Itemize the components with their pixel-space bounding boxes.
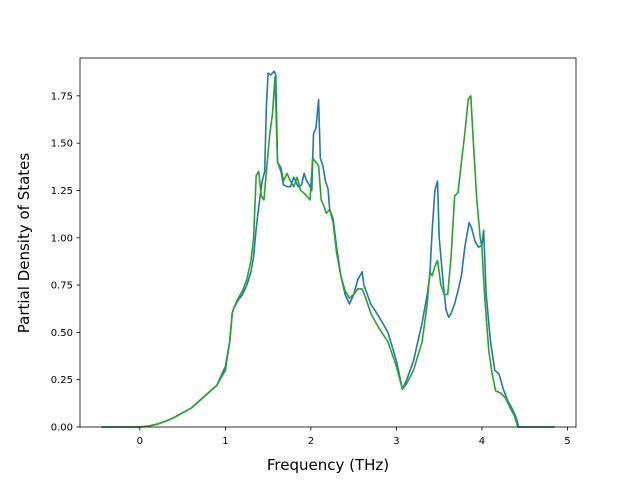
y-tick-label: 0.25: [51, 375, 73, 386]
y-tick-label: 1.00: [51, 233, 73, 244]
y-tick-label: 0.75: [51, 281, 73, 292]
series-line-2: [101, 76, 555, 428]
plot-frame: [79, 57, 577, 428]
x-axis-label: Frequency (THz): [267, 456, 389, 474]
x-tick-label: 2: [308, 436, 314, 447]
series-line-1: [101, 70, 555, 428]
plot-area: [80, 58, 576, 427]
x-tick-label: 5: [564, 436, 570, 447]
x-tick-label: 1: [222, 436, 228, 447]
x-axis-ticks: 0 1 2 3 4 5: [137, 427, 571, 447]
y-tick-label: 1.75: [51, 91, 73, 102]
y-tick-label: 0.50: [51, 328, 73, 339]
x-tick-label: 0: [137, 436, 143, 447]
x-tick-label: 4: [479, 436, 485, 447]
y-tick-label: 1.25: [51, 186, 73, 197]
y-tick-label: 0.00: [51, 423, 73, 434]
series-layer: [101, 70, 555, 428]
y-axis-ticks: 0.00 0.25 0.50 0.75 1.00 1.25 1.50 1.75: [51, 91, 80, 434]
y-tick-label: 1.50: [51, 139, 73, 150]
x-tick-label: 3: [393, 436, 399, 447]
y-axis-label: Partial Density of States: [15, 153, 33, 334]
